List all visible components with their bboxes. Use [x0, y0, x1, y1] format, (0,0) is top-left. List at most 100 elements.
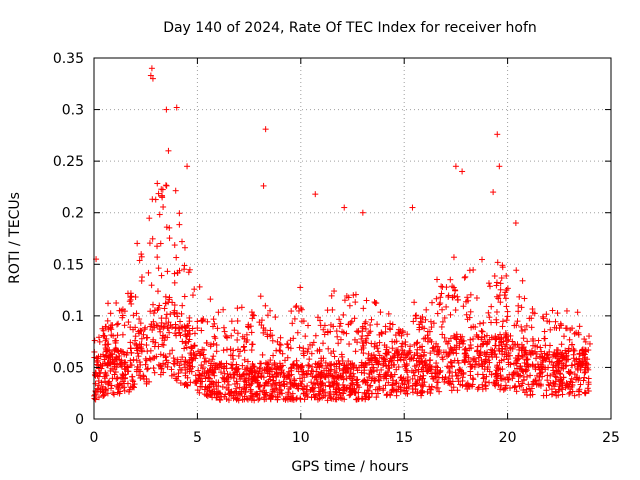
data-point	[220, 347, 227, 354]
data-point	[189, 292, 196, 299]
data-point	[96, 338, 103, 345]
data-point	[493, 316, 500, 323]
data-point	[514, 341, 521, 348]
data-point	[221, 378, 228, 385]
data-point	[545, 381, 552, 388]
data-point	[486, 283, 493, 290]
data-point	[374, 321, 381, 328]
data-point	[137, 343, 144, 350]
data-point	[422, 316, 429, 323]
data-point	[109, 375, 116, 382]
data-point	[92, 391, 99, 398]
data-point	[130, 378, 137, 385]
data-point	[171, 279, 178, 286]
data-point	[178, 310, 185, 317]
data-point	[235, 365, 242, 372]
data-point	[266, 373, 273, 380]
data-point	[105, 341, 112, 348]
data-point	[157, 371, 164, 378]
data-point	[104, 317, 111, 324]
data-point	[520, 335, 527, 342]
data-point	[353, 377, 360, 384]
data-point	[409, 375, 416, 382]
data-point	[352, 299, 359, 306]
data-point	[389, 321, 396, 328]
data-point	[351, 373, 358, 380]
data-point	[210, 316, 217, 323]
data-point	[371, 343, 378, 350]
data-point	[145, 269, 152, 276]
data-point	[337, 320, 344, 327]
data-point	[555, 364, 562, 371]
data-point	[363, 297, 370, 304]
data-point	[140, 331, 147, 338]
data-point	[293, 357, 300, 364]
data-point	[148, 282, 155, 289]
data-point	[497, 286, 504, 293]
data-point	[447, 276, 454, 283]
data-point	[103, 348, 110, 355]
data-point	[157, 328, 164, 335]
data-point	[434, 384, 441, 391]
data-point	[241, 347, 248, 354]
data-point	[380, 362, 387, 369]
data-point	[151, 369, 158, 376]
data-point	[499, 323, 506, 330]
data-point	[99, 360, 106, 367]
data-point	[181, 244, 188, 251]
data-point	[436, 301, 443, 308]
data-point	[346, 341, 353, 348]
data-point	[186, 314, 193, 321]
data-point	[494, 362, 501, 369]
data-point	[257, 373, 264, 380]
data-point	[486, 368, 493, 375]
data-point	[137, 320, 144, 327]
data-point	[301, 396, 308, 403]
data-point	[434, 310, 441, 317]
data-point	[428, 383, 435, 390]
data-point	[407, 343, 414, 350]
data-point	[131, 381, 138, 388]
data-point	[539, 313, 546, 320]
data-point	[367, 322, 374, 329]
data-point	[467, 308, 474, 315]
data-point	[345, 294, 352, 301]
data-point	[452, 163, 459, 170]
data-point	[519, 327, 526, 334]
data-point	[479, 256, 486, 263]
data-point	[130, 356, 137, 363]
data-point	[228, 361, 235, 368]
data-point	[149, 235, 156, 242]
data-point	[235, 353, 242, 360]
data-point	[492, 342, 499, 349]
data-point	[276, 347, 283, 354]
data-point	[503, 317, 510, 324]
y-tick-label: 0.2	[62, 206, 84, 222]
data-point	[234, 317, 241, 324]
data-point	[537, 344, 544, 351]
data-point	[563, 307, 570, 314]
data-point	[211, 372, 218, 379]
data-point	[291, 315, 298, 322]
data-point	[474, 371, 481, 378]
data-point	[351, 315, 358, 322]
data-point	[235, 346, 242, 353]
data-point	[470, 376, 477, 383]
data-point	[510, 341, 517, 348]
data-point	[454, 296, 461, 303]
data-point	[119, 371, 126, 378]
data-point	[433, 295, 440, 302]
data-point	[102, 369, 109, 376]
data-point	[385, 379, 392, 386]
data-point	[153, 353, 160, 360]
data-point	[528, 324, 535, 331]
data-point	[561, 333, 568, 340]
data-point	[494, 259, 501, 266]
data-point	[503, 303, 510, 310]
data-point	[537, 369, 544, 376]
data-point	[520, 376, 527, 383]
data-point	[335, 340, 342, 347]
data-point	[447, 311, 454, 318]
data-point	[493, 282, 500, 289]
data-point	[155, 190, 162, 197]
